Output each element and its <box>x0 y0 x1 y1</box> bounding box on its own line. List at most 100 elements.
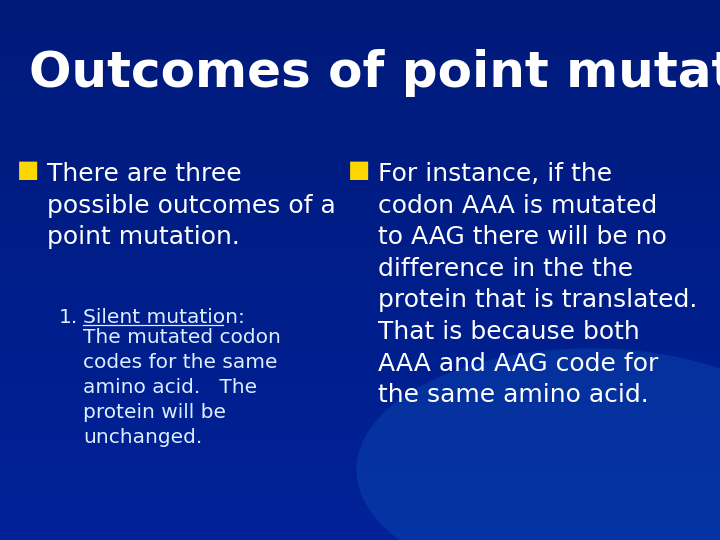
Bar <box>0 373 720 375</box>
Bar <box>0 486 720 489</box>
Bar <box>0 435 720 437</box>
Bar <box>0 437 720 440</box>
Bar <box>0 70 720 73</box>
Bar <box>0 8 720 11</box>
Bar <box>0 154 720 157</box>
Bar <box>0 305 720 308</box>
Bar <box>0 278 720 281</box>
Bar <box>0 470 720 472</box>
Bar <box>0 35 720 38</box>
Bar <box>0 418 720 421</box>
Bar <box>0 518 720 521</box>
Text: ■: ■ <box>348 158 370 181</box>
Bar <box>0 429 720 432</box>
Bar <box>0 32 720 35</box>
Bar <box>0 238 720 240</box>
Bar <box>0 324 720 327</box>
Bar <box>0 105 720 108</box>
Bar <box>0 297 720 300</box>
Bar <box>0 62 720 65</box>
Bar <box>0 235 720 238</box>
Bar <box>0 410 720 413</box>
Bar <box>0 49 720 51</box>
Bar <box>0 284 720 286</box>
Bar <box>0 138 720 140</box>
Bar <box>0 146 720 148</box>
Bar <box>0 122 720 124</box>
Bar <box>0 24 720 27</box>
Bar <box>0 157 720 159</box>
Bar <box>0 165 720 167</box>
Bar <box>0 84 720 86</box>
Bar <box>0 443 720 445</box>
Bar <box>0 348 720 351</box>
Bar <box>0 76 720 78</box>
Bar <box>0 364 720 367</box>
Bar <box>0 5 720 8</box>
Bar <box>0 211 720 213</box>
Bar <box>0 400 720 402</box>
Bar <box>0 240 720 243</box>
Bar <box>0 51 720 54</box>
Bar <box>0 316 720 319</box>
Bar <box>0 219 720 221</box>
Bar <box>0 310 720 313</box>
Bar <box>0 513 720 516</box>
Bar <box>0 103 720 105</box>
Bar <box>0 456 720 459</box>
Bar <box>0 143 720 146</box>
Bar <box>0 292 720 294</box>
Bar <box>0 319 720 321</box>
Bar <box>0 340 720 343</box>
Bar <box>0 159 720 162</box>
Bar <box>0 300 720 302</box>
Bar <box>0 254 720 256</box>
Bar <box>0 148 720 151</box>
Bar <box>0 205 720 208</box>
Bar <box>0 116 720 119</box>
Bar <box>0 529 720 532</box>
Bar <box>0 475 720 478</box>
Bar <box>0 524 720 526</box>
Bar <box>0 346 720 348</box>
Bar <box>0 440 720 443</box>
Bar <box>0 78 720 81</box>
Bar <box>0 359 720 362</box>
Bar <box>0 381 720 383</box>
Bar <box>0 22 720 24</box>
Bar <box>0 27 720 30</box>
Bar <box>0 289 720 292</box>
Bar <box>0 11 720 14</box>
Bar <box>0 397 720 400</box>
Bar <box>0 232 720 235</box>
Bar <box>0 491 720 494</box>
Bar <box>0 402 720 405</box>
Text: 1.: 1. <box>59 308 78 327</box>
Bar <box>0 140 720 143</box>
Bar <box>0 256 720 259</box>
Bar <box>0 30 720 32</box>
Bar <box>0 386 720 389</box>
Bar <box>0 224 720 227</box>
Bar <box>0 464 720 467</box>
Bar <box>0 413 720 416</box>
Bar <box>0 367 720 370</box>
Bar <box>0 65 720 68</box>
Bar <box>0 89 720 92</box>
Bar <box>0 81 720 84</box>
Bar <box>0 246 720 248</box>
Bar <box>0 248 720 251</box>
Bar <box>0 184 720 186</box>
Bar <box>0 57 720 59</box>
Bar <box>0 405 720 408</box>
Bar <box>0 270 720 273</box>
Bar <box>0 532 720 535</box>
Bar <box>0 383 720 386</box>
Bar <box>0 362 720 364</box>
Bar <box>0 178 720 181</box>
Bar <box>0 202 720 205</box>
Bar <box>0 351 720 354</box>
Bar <box>0 3 720 5</box>
Bar <box>0 389 720 392</box>
Bar <box>0 86 720 89</box>
